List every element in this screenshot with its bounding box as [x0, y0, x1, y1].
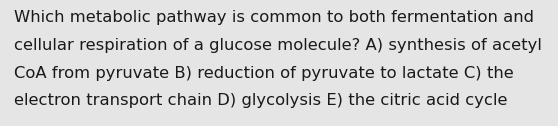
Text: Which metabolic pathway is common to both fermentation and: Which metabolic pathway is common to bot… — [14, 10, 534, 25]
Text: electron transport chain D) glycolysis E) the citric acid cycle: electron transport chain D) glycolysis E… — [14, 93, 507, 108]
Text: cellular respiration of a glucose molecule? A) synthesis of acetyl: cellular respiration of a glucose molecu… — [14, 38, 542, 53]
Text: CoA from pyruvate B) reduction of pyruvate to lactate C) the: CoA from pyruvate B) reduction of pyruva… — [14, 66, 514, 81]
